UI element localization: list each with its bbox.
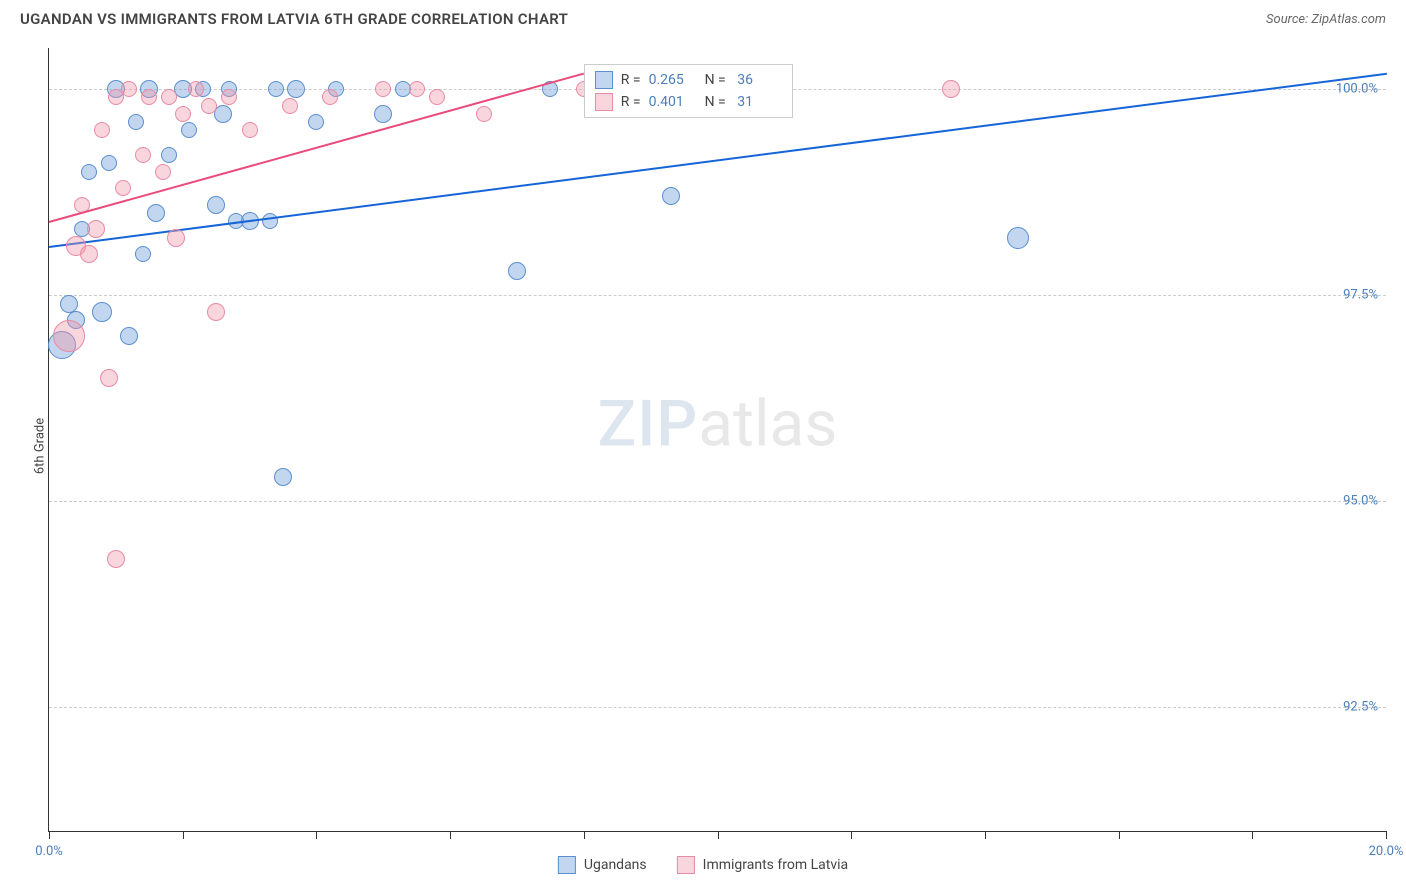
legend-swatch	[558, 856, 576, 874]
data-point	[1007, 227, 1029, 249]
stats-row: R = 0.401 N = 31	[585, 91, 792, 113]
data-point	[80, 245, 98, 263]
data-point	[262, 213, 278, 229]
data-point	[101, 155, 117, 171]
xtick	[183, 831, 184, 839]
data-point	[409, 81, 425, 97]
data-point	[274, 468, 292, 486]
data-point	[207, 303, 225, 321]
data-point	[81, 164, 97, 180]
xtick	[1119, 831, 1120, 839]
data-point	[94, 122, 110, 138]
xtick	[450, 831, 451, 839]
data-point	[141, 89, 157, 105]
watermark-zip: ZIP	[598, 386, 699, 461]
xtick	[49, 831, 50, 839]
data-point	[429, 89, 445, 105]
stat-n-label: N =	[705, 72, 726, 88]
chart-plot-area: ZIPatlas 92.5%95.0%97.5%100.0%0.0%20.0%R…	[48, 48, 1386, 832]
ytick-label: 92.5%	[1343, 700, 1378, 715]
data-point	[662, 187, 680, 205]
data-point	[161, 147, 177, 163]
data-point	[135, 147, 151, 163]
data-point	[308, 114, 324, 130]
data-point	[374, 105, 392, 123]
data-point	[322, 89, 338, 105]
ytick-label: 100.0%	[1336, 82, 1378, 97]
stat-r-label: R =	[621, 72, 641, 88]
data-point	[268, 81, 284, 97]
xtick	[1252, 831, 1253, 839]
xtick	[985, 831, 986, 839]
watermark: ZIPatlas	[598, 386, 838, 461]
gridline-h	[49, 295, 1386, 296]
xtick	[718, 831, 719, 839]
xtick-label: 20.0%	[1369, 844, 1404, 859]
data-point	[107, 550, 125, 568]
data-point	[175, 106, 191, 122]
legend-label: Ugandans	[584, 857, 647, 873]
data-point	[60, 295, 78, 313]
stat-n-value: 31	[734, 94, 782, 110]
xtick	[584, 831, 585, 839]
stats-row: R = 0.265 N = 36	[585, 69, 792, 91]
chart-title: UGANDAN VS IMMIGRANTS FROM LATVIA 6TH GR…	[20, 10, 568, 28]
data-point	[147, 204, 165, 222]
ytick-label: 95.0%	[1343, 494, 1378, 509]
data-point	[135, 246, 151, 262]
legend-item: Ugandans	[558, 856, 647, 874]
legend-swatch	[595, 71, 613, 89]
stat-n-value: 36	[734, 72, 782, 88]
stats-box: R = 0.265 N = 36 R = 0.401 N = 31	[584, 64, 793, 118]
watermark-atlas: atlas	[698, 386, 837, 461]
data-point	[181, 122, 197, 138]
chart-source: Source: ZipAtlas.com	[1266, 12, 1386, 27]
chart-header: UGANDAN VS IMMIGRANTS FROM LATVIA 6TH GR…	[0, 0, 1406, 34]
data-point	[100, 369, 118, 387]
data-point	[167, 229, 185, 247]
data-point	[87, 220, 105, 238]
legend-label: Immigrants from Latvia	[703, 857, 848, 873]
gridline-h	[49, 707, 1386, 708]
data-point	[188, 81, 204, 97]
bottom-legend: Ugandans Immigrants from Latvia	[558, 856, 848, 874]
data-point	[508, 262, 526, 280]
data-point	[53, 320, 85, 352]
stat-r-value: 0.401	[649, 94, 697, 110]
xtick-label: 0.0%	[35, 844, 63, 859]
xtick	[316, 831, 317, 839]
data-point	[242, 122, 258, 138]
legend-swatch	[677, 856, 695, 874]
data-point	[476, 106, 492, 122]
data-point	[92, 302, 112, 322]
data-point	[282, 98, 298, 114]
legend-swatch	[595, 93, 613, 111]
data-point	[221, 89, 237, 105]
data-point	[155, 164, 171, 180]
stat-n-label: N =	[705, 94, 726, 110]
xtick	[1386, 831, 1387, 839]
stat-r-label: R =	[621, 94, 641, 110]
data-point	[375, 81, 391, 97]
data-point	[201, 98, 217, 114]
data-point	[128, 114, 144, 130]
xtick	[851, 831, 852, 839]
gridline-h	[49, 501, 1386, 502]
data-point	[120, 327, 138, 345]
ytick-label: 97.5%	[1343, 288, 1378, 303]
stat-r-value: 0.265	[649, 72, 697, 88]
data-point	[161, 89, 177, 105]
data-point	[115, 180, 131, 196]
data-point	[207, 196, 225, 214]
legend-item: Immigrants from Latvia	[677, 856, 848, 874]
data-point	[287, 80, 305, 98]
data-point	[121, 81, 137, 97]
y-axis-label: 6th Grade	[33, 418, 48, 474]
data-point	[942, 80, 960, 98]
